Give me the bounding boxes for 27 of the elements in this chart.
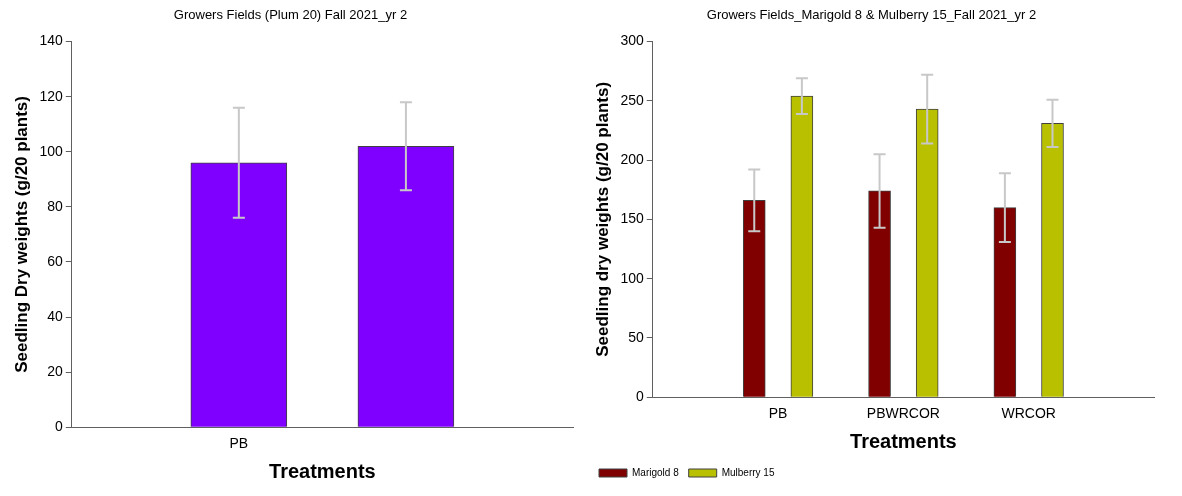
y-tick-label: 60 <box>47 252 63 269</box>
y-tick-label: 80 <box>47 197 63 214</box>
chart-title: Growers Fields (Plum 20) Fall 2021_yr 2 <box>173 7 408 23</box>
y-tick-label: 100 <box>39 142 63 159</box>
y-tick-label: 300 <box>620 32 644 49</box>
y-tick-label: 250 <box>620 91 644 108</box>
y-tick-label: 100 <box>620 269 644 286</box>
y-tick-label: 200 <box>620 150 644 167</box>
y-tick-label: 20 <box>47 362 63 379</box>
y-tick-label: 0 <box>54 418 63 435</box>
x-axis-title: Treatments <box>850 429 957 452</box>
legend-label: Mulberry 15 <box>721 466 775 478</box>
x-axis-title: Treatments <box>269 459 376 482</box>
y-tick-label: 40 <box>47 307 63 324</box>
legend-label: Marigold 8 <box>632 466 680 478</box>
y-tick-label: 0 <box>635 388 644 405</box>
y-axis-title: Seedling dry weights (g/20 plants) <box>592 81 612 357</box>
y-tick-label: 150 <box>620 210 644 227</box>
chart-title: Growers Fields_Marigold 8 & Mulberry 15_Fall 2021_yr 2 <box>706 7 1037 23</box>
x-tick-label: PB <box>229 435 249 452</box>
x-tick-label: WRCOR <box>1001 405 1056 422</box>
y-tick-label: 140 <box>39 32 63 49</box>
y-tick-label: 50 <box>628 328 644 345</box>
y-axis-title: Seedling Dry weights (g/20 plants) <box>11 96 31 373</box>
x-tick-label: PBWRCOR <box>866 405 940 422</box>
y-tick-label: 120 <box>39 87 63 104</box>
x-tick-label: PB <box>768 405 788 422</box>
